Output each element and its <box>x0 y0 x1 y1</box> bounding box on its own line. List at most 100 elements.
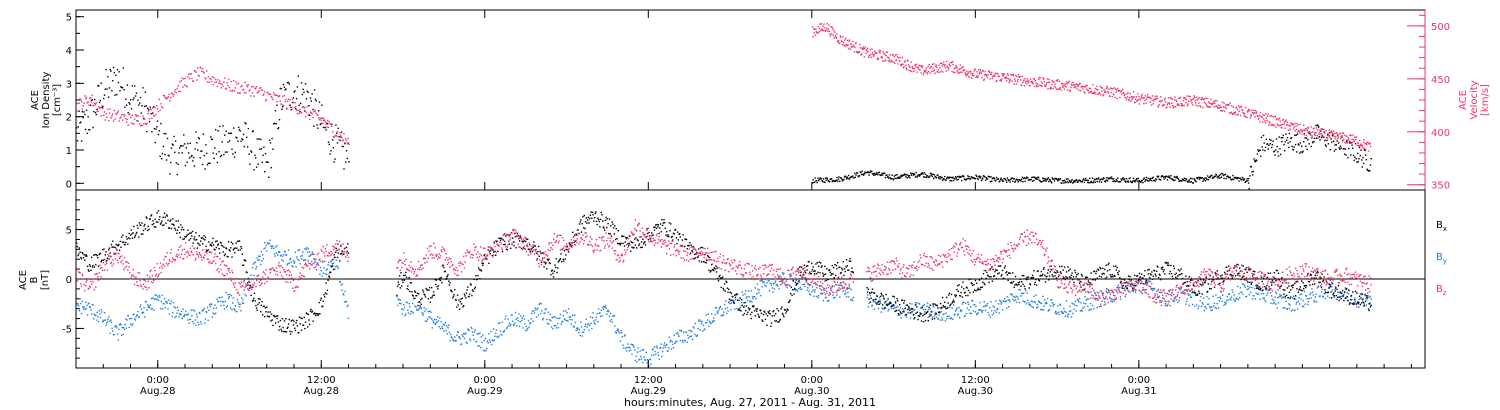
data-point <box>207 249 209 251</box>
data-point <box>439 279 442 282</box>
data-point <box>214 81 216 84</box>
data-point <box>880 311 882 313</box>
data-point <box>317 314 319 317</box>
data-point <box>471 294 473 297</box>
data-point <box>248 90 250 92</box>
data-point <box>414 297 416 300</box>
data-point <box>83 111 85 113</box>
data-point <box>429 317 431 319</box>
data-point <box>1157 106 1160 108</box>
data-point <box>706 319 709 321</box>
data-point <box>257 255 260 257</box>
data-point <box>174 307 177 309</box>
data-point <box>242 88 245 91</box>
data-point <box>187 319 189 321</box>
data-point <box>1212 295 1214 297</box>
data-point <box>163 298 166 300</box>
data-point <box>1087 298 1090 300</box>
data-point <box>1043 305 1045 307</box>
data-point <box>1306 298 1308 300</box>
data-point <box>1266 292 1269 294</box>
data-point <box>1197 307 1199 310</box>
data-point <box>828 291 831 294</box>
data-point <box>1170 294 1172 296</box>
data-point <box>315 314 317 317</box>
data-point <box>1104 181 1107 183</box>
data-point <box>711 313 713 315</box>
data-point <box>945 70 947 72</box>
data-point <box>1102 93 1105 96</box>
data-point <box>784 284 786 286</box>
data-point <box>435 279 438 281</box>
data-point <box>1216 100 1218 102</box>
data-point <box>329 265 331 267</box>
data-point <box>146 304 149 306</box>
data-point <box>102 107 104 110</box>
data-point <box>1309 293 1311 296</box>
data-point <box>1234 299 1237 301</box>
data-point <box>469 283 472 285</box>
data-point <box>1321 133 1323 135</box>
data-point <box>281 103 283 106</box>
data-point <box>288 83 290 85</box>
data-point <box>1203 99 1205 101</box>
data-point <box>1322 136 1325 138</box>
data-point <box>1141 95 1143 97</box>
data-point <box>160 122 162 125</box>
data-point <box>326 273 328 276</box>
data-point <box>433 291 435 293</box>
data-point <box>1044 178 1047 180</box>
data-point <box>1115 91 1117 93</box>
data-point <box>1030 300 1032 302</box>
data-point <box>552 328 554 330</box>
data-point <box>149 304 151 306</box>
data-point <box>1167 303 1169 305</box>
data-point <box>951 61 954 63</box>
data-point <box>186 86 188 88</box>
data-point <box>1105 91 1107 94</box>
data-point <box>999 79 1002 81</box>
data-point <box>142 115 144 117</box>
data-point <box>345 138 347 140</box>
data-point <box>858 50 861 53</box>
data-point <box>987 311 989 314</box>
data-point <box>1191 98 1194 101</box>
left-y-tick-label: 5 <box>66 13 72 24</box>
data-point <box>700 323 703 325</box>
data-point <box>1191 292 1193 294</box>
data-point <box>164 307 166 309</box>
data-point <box>863 173 865 175</box>
data-point <box>878 296 880 299</box>
data-point <box>240 247 243 249</box>
data-point <box>1093 91 1095 94</box>
data-point <box>1329 149 1331 151</box>
data-point <box>838 287 840 289</box>
data-point <box>542 319 544 321</box>
data-point <box>801 278 803 280</box>
data-point <box>317 262 319 264</box>
data-point <box>170 97 172 99</box>
data-point <box>1146 96 1148 98</box>
data-point <box>346 305 348 308</box>
data-point <box>1298 297 1300 299</box>
data-point <box>1024 301 1026 303</box>
data-point <box>525 329 527 332</box>
data-point <box>198 311 200 314</box>
data-point <box>1223 102 1225 104</box>
data-point <box>93 318 95 320</box>
data-point <box>1016 301 1018 303</box>
data-point <box>141 222 143 224</box>
data-point <box>1042 177 1044 179</box>
data-point <box>257 259 259 261</box>
data-point <box>1124 180 1126 182</box>
data-point <box>947 69 949 71</box>
data-point <box>1274 115 1276 118</box>
data-point <box>681 339 684 342</box>
data-point <box>1010 178 1012 181</box>
data-point <box>1303 133 1306 135</box>
data-point <box>484 337 487 340</box>
data-point <box>225 247 227 249</box>
data-point <box>1257 149 1259 151</box>
data-point <box>655 345 658 347</box>
data-point <box>187 313 190 315</box>
